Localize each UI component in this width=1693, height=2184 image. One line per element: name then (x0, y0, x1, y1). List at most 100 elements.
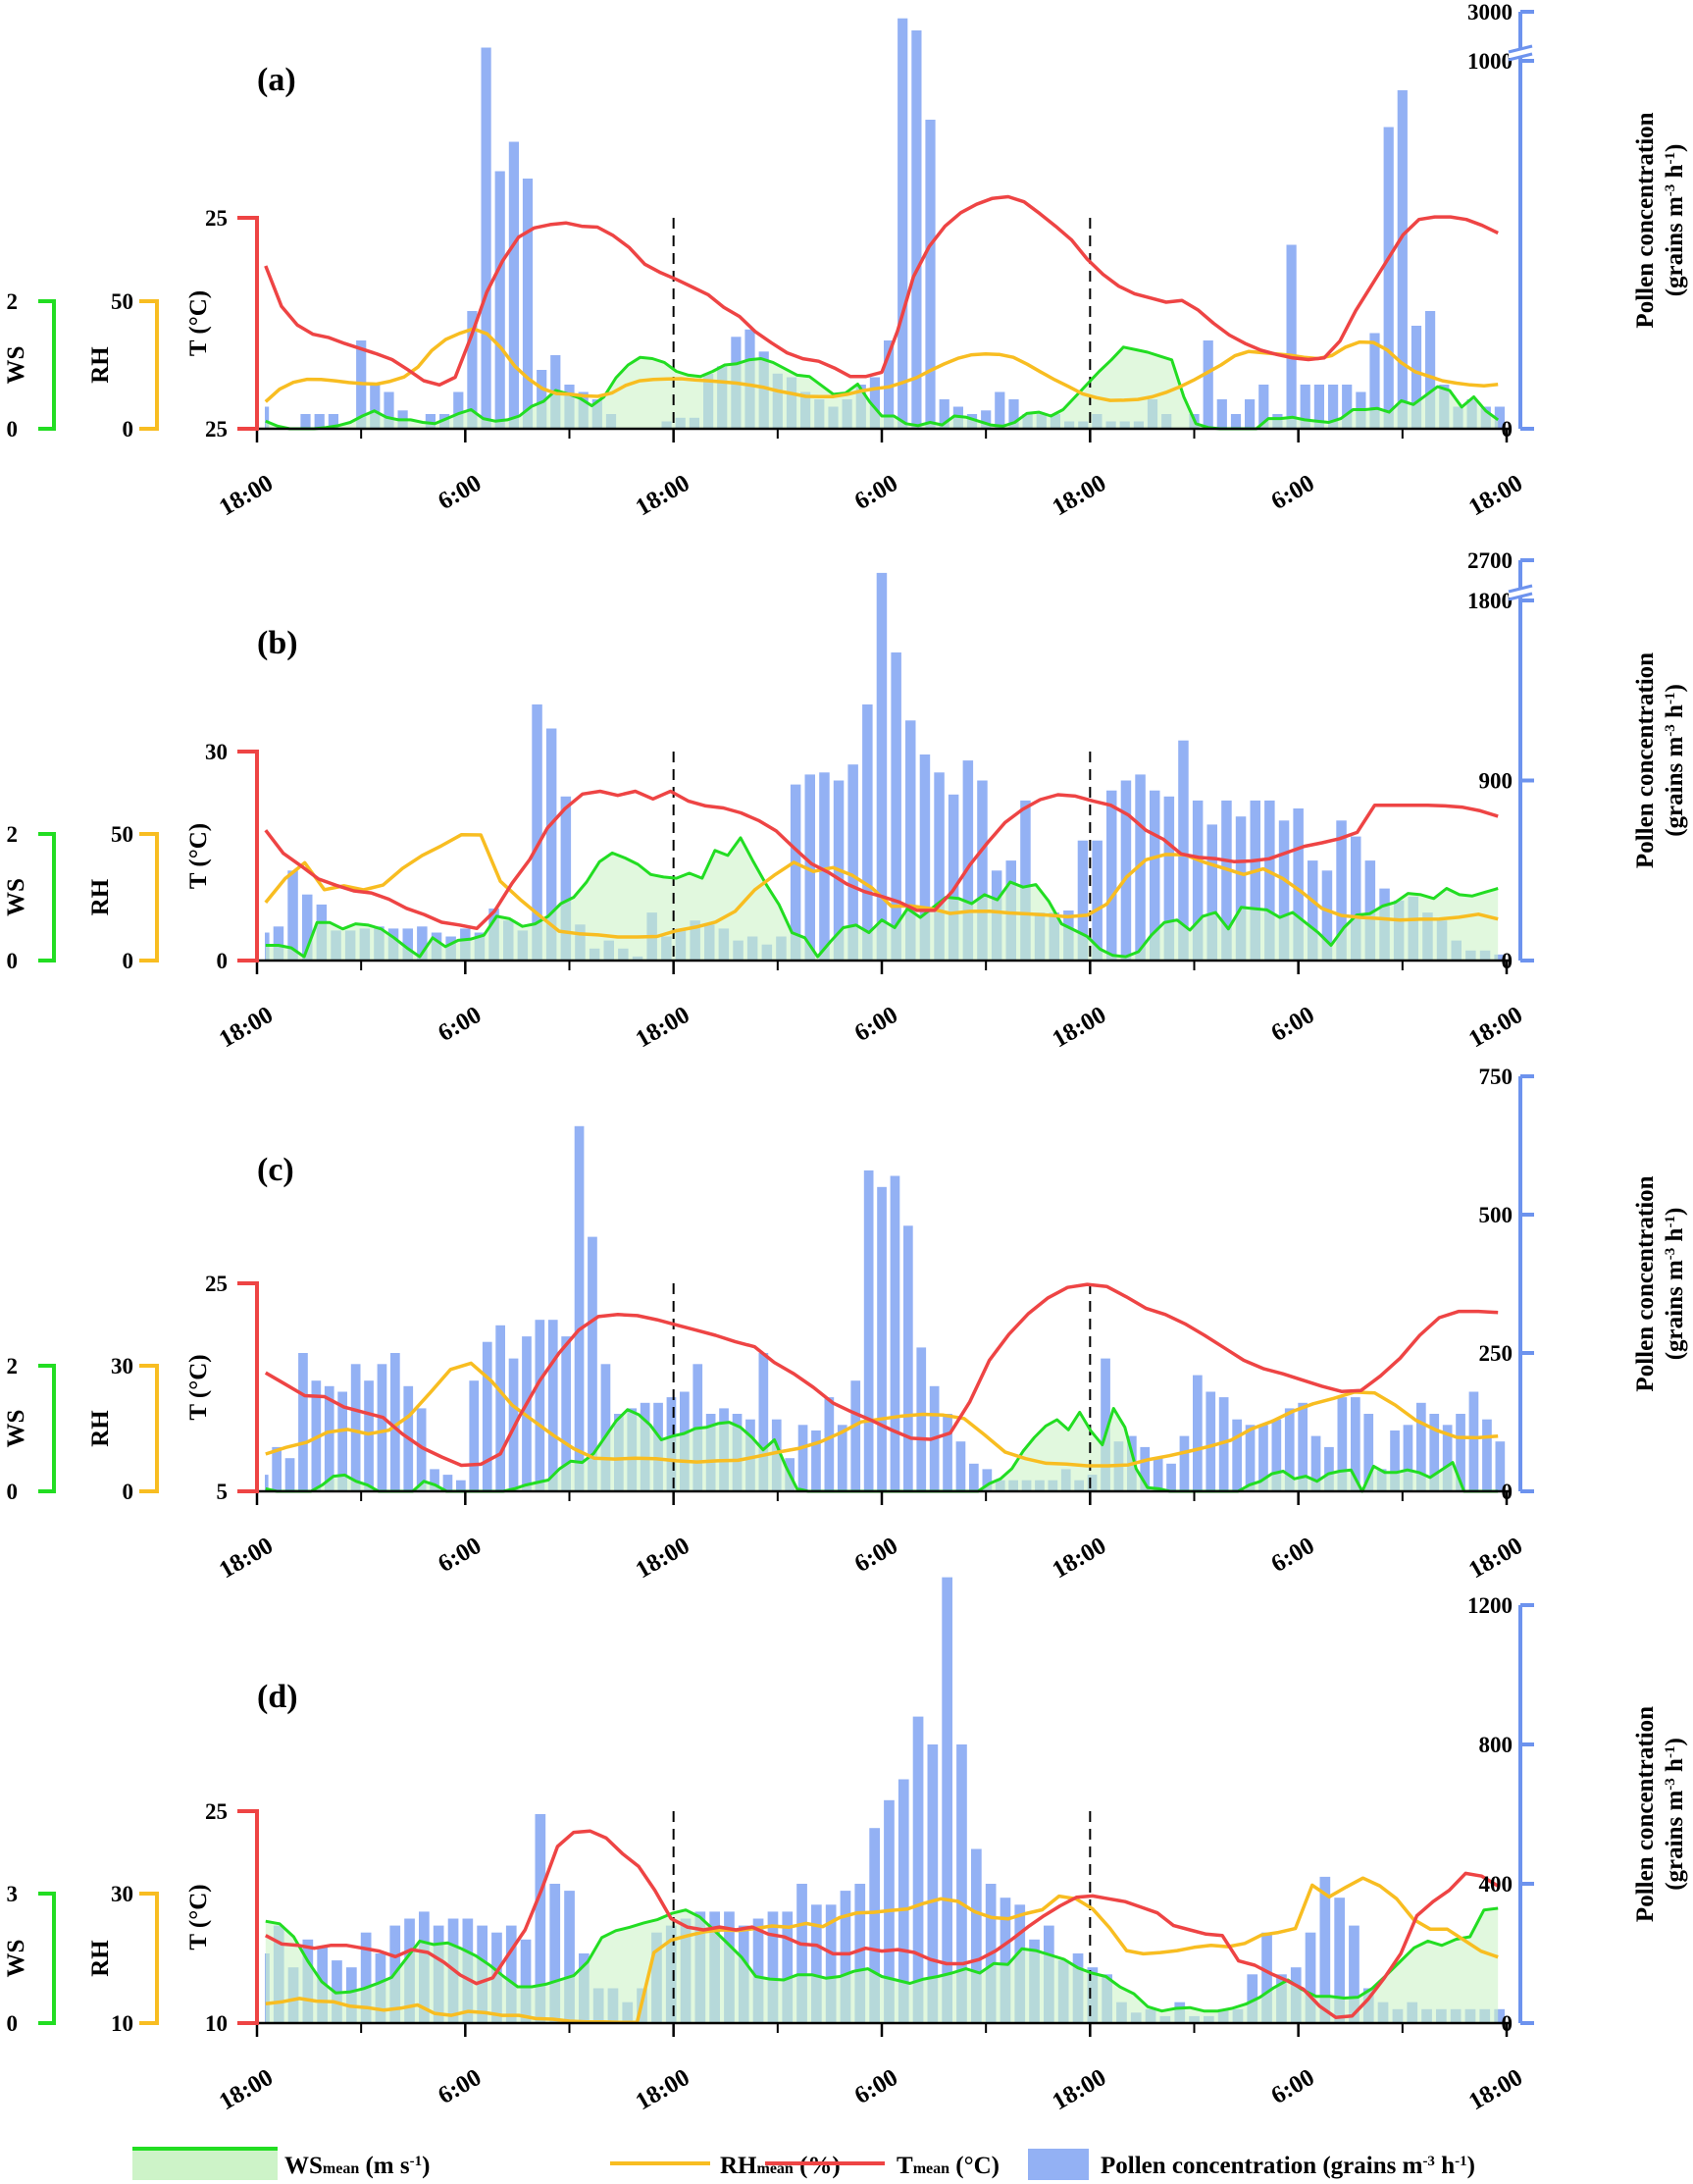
x-tick-label: 18:00 (215, 1533, 278, 1585)
pollen-bar (350, 1364, 361, 1491)
pollen-bar (862, 704, 873, 961)
pollen-bar (884, 340, 895, 429)
pollen-bar (916, 1347, 927, 1491)
ws-axis (38, 1364, 56, 1493)
pollen-bar (272, 1446, 282, 1491)
pollen-bar (402, 928, 413, 961)
t-axis-title: T (°C) (185, 290, 212, 356)
pollen-bar (796, 1884, 807, 2023)
pollen-bar (1369, 333, 1380, 429)
x-tick-label: 18:00 (632, 2064, 694, 2116)
pollen-bar (837, 1425, 847, 1491)
pollen-bar (811, 1430, 821, 1491)
x-tick-label: 18:00 (632, 1533, 694, 1585)
pollen-axis-title-units: (grains m-3 h-1) (1662, 684, 1688, 837)
pollen-bar (869, 1828, 880, 2023)
pollen-bar (1334, 1898, 1345, 2023)
pollen-bar (1397, 90, 1408, 429)
pollen-bar (417, 926, 428, 961)
pollen-tick-label: 500 (1479, 1203, 1513, 1227)
pollen-bar (955, 1441, 966, 1491)
legend-swatch-pollen (1028, 2149, 1089, 2180)
ws-axis (38, 299, 56, 431)
pollen-tick-label: 3000 (1467, 0, 1513, 25)
pollen-bar (1494, 406, 1505, 429)
pollen-bar (804, 774, 815, 961)
x-tick-label: 6:00 (1266, 2064, 1318, 2109)
pollen-tick-label: 0 (1502, 1480, 1513, 1504)
pollen-bar (481, 47, 491, 429)
x-tick-label: 18:00 (1464, 1002, 1527, 1054)
pollen-bar (494, 171, 505, 429)
pollen-bar (1261, 1932, 1272, 2023)
pollen-tick-label: 2700 (1467, 548, 1513, 573)
pollen-bar (1163, 796, 1175, 961)
pollen-bar (1178, 740, 1189, 961)
pollen-bars (265, 1125, 1506, 1491)
pollen-bar (532, 704, 542, 961)
temperature-line (264, 1282, 1499, 1468)
rh-axis-title: RH (87, 1940, 114, 1977)
pollen-bar (1120, 780, 1132, 961)
pollen-bar (1363, 1414, 1374, 1491)
t-tick-label-top: 25 (205, 1799, 228, 1824)
panel-label: (c) (257, 1152, 294, 1188)
rh-tick-label-bottom: 0 (123, 417, 134, 442)
t-axis-title: T (°C) (185, 1884, 212, 1950)
pollen-bar (1336, 820, 1347, 961)
pollen-axis-title: Pollen concentration (1632, 1706, 1659, 1922)
pollen-bar (298, 1353, 308, 1491)
pollen-bar (1482, 1419, 1492, 1491)
pollen-bar (1101, 1358, 1110, 1491)
pollen-bar (508, 141, 519, 429)
axis-break-mark (1508, 44, 1533, 54)
pollen-bar (1218, 1397, 1229, 1491)
axis-break-mark (1508, 52, 1533, 62)
pollen-bar (453, 391, 464, 429)
t-tick-label-top: 25 (205, 1272, 228, 1296)
pollen-bar (574, 1125, 585, 1491)
pollen-bar (384, 391, 394, 429)
t-axis-title: T (°C) (185, 823, 212, 889)
pollen-tick-label: 0 (1502, 417, 1513, 442)
pollen-bar (482, 1341, 492, 1491)
pollen-bar (1221, 800, 1232, 961)
ws-axis-title: WS (3, 1410, 29, 1448)
pollen-bar (824, 1397, 835, 1491)
rh-axis-title: RH (87, 878, 114, 915)
pollen-bar (469, 1380, 480, 1491)
pollen-bar (495, 1325, 505, 1491)
pollen-bar (943, 1414, 952, 1491)
pollen-bar (903, 1225, 913, 1491)
ws-area (265, 837, 1499, 961)
rh-tick-label-bottom: 10 (111, 2011, 133, 2036)
t-axis (237, 750, 259, 962)
panel-label: (b) (257, 625, 298, 661)
pollen-bar (1411, 326, 1422, 429)
ws-tick-label-bottom: 0 (7, 417, 19, 442)
pollen-bar (1235, 816, 1247, 961)
pollen-bar (1230, 414, 1242, 429)
pollen-bar (971, 1848, 982, 2023)
ws-tick-label-top: 2 (7, 289, 19, 314)
rh-tick-label-bottom: 0 (123, 949, 134, 973)
pollen-bar (782, 1911, 794, 2023)
pollen-bar (1135, 774, 1146, 961)
x-tick-label: 6:00 (850, 1002, 902, 1047)
pollen-bar (1468, 1391, 1479, 1491)
pollen-bar (456, 1480, 466, 1491)
x-tick-label: 6:00 (434, 1533, 486, 1578)
rh-axis-title: RH (87, 1410, 114, 1447)
pollen-bar (847, 764, 858, 961)
pollen-bar (265, 406, 270, 429)
pollen-bar (1245, 1425, 1256, 1491)
pollen-tick-label: 1200 (1467, 1593, 1513, 1618)
pollen-bar (1313, 385, 1324, 429)
pollen-bar (1000, 1898, 1011, 2023)
pollen-bar (1193, 1375, 1203, 1491)
t-axis (237, 216, 259, 431)
pollen-bar (337, 1391, 347, 1491)
x-tick-label: 6:00 (434, 470, 486, 515)
temperature-line (264, 194, 1499, 388)
pollen-bar (1442, 1425, 1453, 1491)
